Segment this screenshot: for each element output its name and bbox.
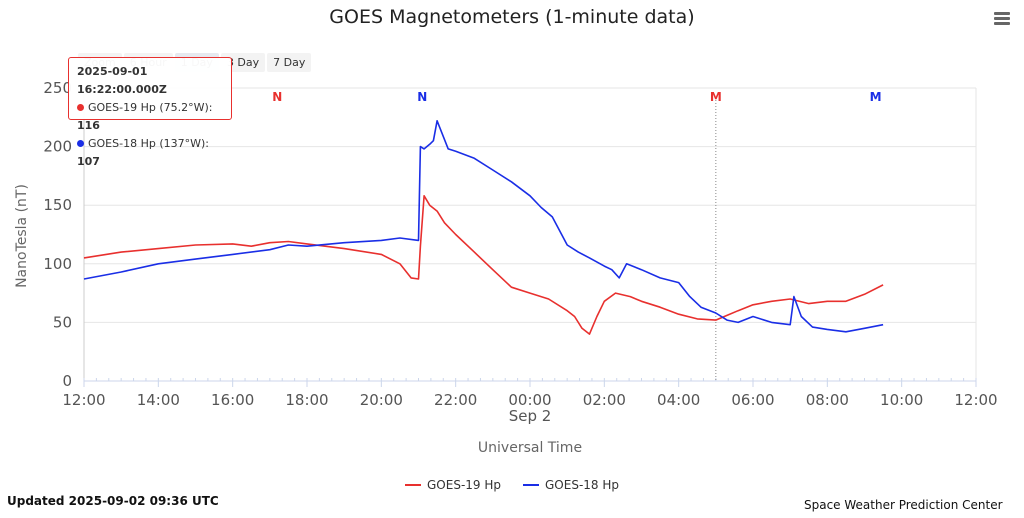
- x-tick-label: 04:00: [657, 391, 700, 409]
- x-tick-label: 00:00: [508, 391, 551, 409]
- goes19-series-line: [83, 195, 884, 335]
- tooltip-time: 2025-09-01 16:22:00.000Z: [77, 65, 167, 96]
- series-lines: [83, 120, 884, 335]
- y-tick-label: 100: [43, 255, 72, 273]
- legend-item-goes18[interactable]: GOES-18 Hp: [523, 478, 619, 492]
- data-tooltip: 2025-09-01 16:22:00.000Z GOES-19 Hp (75.…: [68, 57, 232, 168]
- x-tick-label: 12:00: [954, 391, 997, 409]
- goes18-legend-swatch: [523, 484, 539, 486]
- goes19-dot-icon: [77, 104, 84, 111]
- legend: GOES-19 Hp GOES-18 Hp: [0, 478, 1024, 492]
- marker-label: M: [870, 90, 882, 104]
- updated-timestamp: Updated 2025-09-02 09:36 UTC: [7, 494, 219, 508]
- tooltip-row-goes19: GOES-19 Hp (75.2°W): 116: [77, 101, 213, 132]
- y-tick-label: 150: [43, 196, 72, 214]
- x-tick-label: 16:00: [211, 391, 254, 409]
- y-tick-label: 250: [43, 79, 72, 97]
- x-tick-label: 08:00: [806, 391, 849, 409]
- x-tick-label: 20:00: [360, 391, 403, 409]
- axes: 0 50 100 150 200 250 12:00 14:00 16:00 18:00 20:00…: [43, 79, 997, 425]
- marker-label: M: [710, 90, 722, 104]
- marker-label: N: [417, 90, 427, 104]
- x-tick-label: 12:00: [62, 391, 105, 409]
- tooltip-goes19-label: GOES-19 Hp (75.2°W): [88, 101, 209, 114]
- y-tick-label: 50: [53, 313, 72, 331]
- y-tick-label: 0: [62, 372, 72, 390]
- goes18-series-line: [83, 120, 884, 333]
- x-tick-label: 18:00: [285, 391, 328, 409]
- y-tick-label: 200: [43, 138, 72, 156]
- goes19-legend-swatch: [405, 484, 421, 486]
- tooltip-goes18-value: 107: [77, 155, 100, 168]
- legend-item-goes19[interactable]: GOES-19 Hp: [405, 478, 501, 492]
- chart-menu-icon[interactable]: [994, 12, 1010, 26]
- legend-label-goes18: GOES-18 Hp: [545, 478, 619, 492]
- marker-label: N: [272, 90, 282, 104]
- range-7-day-button[interactable]: 7 Day: [267, 53, 312, 72]
- tooltip-goes18-label: GOES-18 Hp (137°W): [88, 137, 206, 150]
- x-tick-label: 14:00: [137, 391, 180, 409]
- x-tick-label: 22:00: [434, 391, 477, 409]
- x-tick-label: 10:00: [880, 391, 923, 409]
- legend-label-goes19: GOES-19 Hp: [427, 478, 501, 492]
- tooltip-row-goes18: GOES-18 Hp (137°W): 107: [77, 137, 210, 168]
- magnetometer-chart[interactable]: 0 50 100 150 200 250 12:00 14:00 16:00 18:00 20:00…: [0, 0, 1024, 470]
- chart-title: GOES Magnetometers (1-minute data): [329, 6, 695, 28]
- goes18-dot-icon: [77, 140, 84, 147]
- x-axis-label: Universal Time: [478, 440, 582, 456]
- x-tick-label: 06:00: [731, 391, 774, 409]
- y-axis-label: NanoTesla (nT): [14, 184, 30, 288]
- x-date-label: Sep 2: [509, 407, 552, 425]
- tooltip-goes19-value: 116: [77, 119, 100, 132]
- credit-text: Space Weather Prediction Center: [804, 498, 1003, 512]
- x-tick-label: 02:00: [583, 391, 626, 409]
